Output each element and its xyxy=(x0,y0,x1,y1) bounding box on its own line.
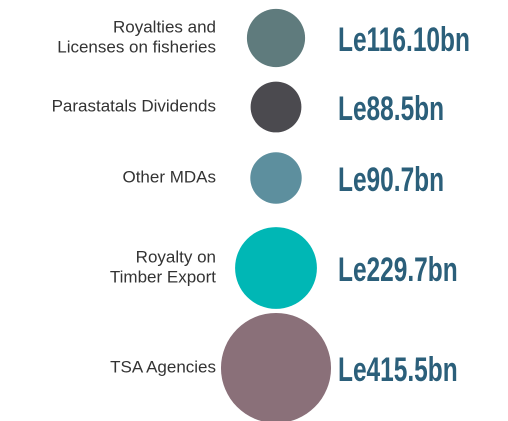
bubble xyxy=(250,152,302,204)
category-label: Licenses on fisheries xyxy=(57,37,216,56)
category-label: Royalty on xyxy=(136,247,216,266)
value-label: Le229.7bn xyxy=(338,251,458,289)
value-label: Le415.5bn xyxy=(338,351,458,389)
category-label: Other MDAs xyxy=(122,167,216,186)
bubble xyxy=(235,227,317,309)
category-label: Royalties and xyxy=(113,17,216,36)
bubble xyxy=(250,81,302,133)
category-label: TSA Agencies xyxy=(110,357,216,376)
bubble xyxy=(246,8,306,68)
value-label: Le88.5bn xyxy=(338,90,444,128)
bubble xyxy=(220,312,332,421)
value-label: Le116.10bn xyxy=(338,21,470,59)
value-label: Le90.7bn xyxy=(338,161,444,199)
category-label: Timber Export xyxy=(110,267,216,286)
category-label: Parastatals Dividends xyxy=(52,96,216,115)
